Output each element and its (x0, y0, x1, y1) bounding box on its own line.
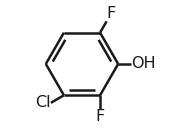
Text: F: F (95, 109, 105, 124)
Text: Cl: Cl (35, 95, 51, 110)
Text: OH: OH (131, 56, 156, 71)
Text: F: F (107, 6, 116, 21)
